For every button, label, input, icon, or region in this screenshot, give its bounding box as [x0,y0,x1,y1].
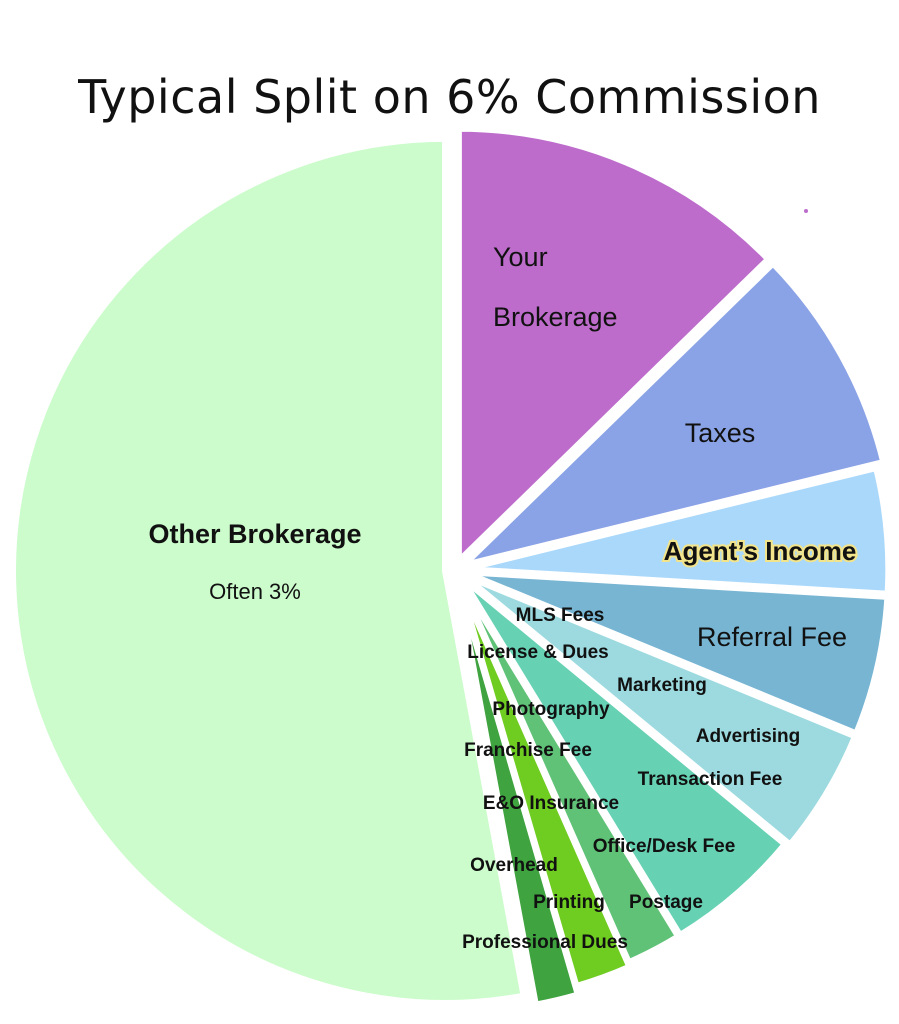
pie-slice-transaction-fee-office-desk-fee-postage [458,574,788,939]
expense-label: Office/Desk Fee [593,836,736,857]
pie-slice-referral-fee [461,569,891,737]
slice-label: Agent’s Income [664,536,857,566]
pie-slice-agent-s-income [461,465,892,597]
expense-label: Photography [492,699,610,720]
pie-slice-taxes [460,260,887,569]
slice-label: Your [493,242,548,272]
expense-label: Marketing [617,675,707,696]
expense-label: Transaction Fee [638,769,783,790]
slice-label: Brokerage [493,302,618,332]
expense-label: MLS Fees [516,605,605,626]
slice-label: Other Brokerage [148,519,361,549]
expense-label: Professional Dues [462,932,628,953]
pie-slice-your-brokerage [455,125,772,564]
expense-label: License & Dues [467,642,609,663]
expense-label: E&O Insurance [483,793,619,814]
slice-label: Often 3% [209,579,301,604]
expense-label: Printing [533,892,605,913]
pie-slice-other-brokerage [10,135,527,1006]
expense-label: Overhead [470,855,558,876]
slice-label: Taxes [685,418,756,448]
pie-slice-professional-dues-license-dues [454,576,581,1008]
stray-dot [804,209,808,213]
chart-title: Typical Split on 6% Commission [78,70,821,124]
expense-label: Advertising [696,726,801,747]
pie-slice-advertising-marketing-mls-fees [460,572,859,848]
expense-label: Franchise Fee [464,740,592,761]
expense-label: Postage [629,892,703,913]
slice-label: Referral Fee [697,622,847,652]
